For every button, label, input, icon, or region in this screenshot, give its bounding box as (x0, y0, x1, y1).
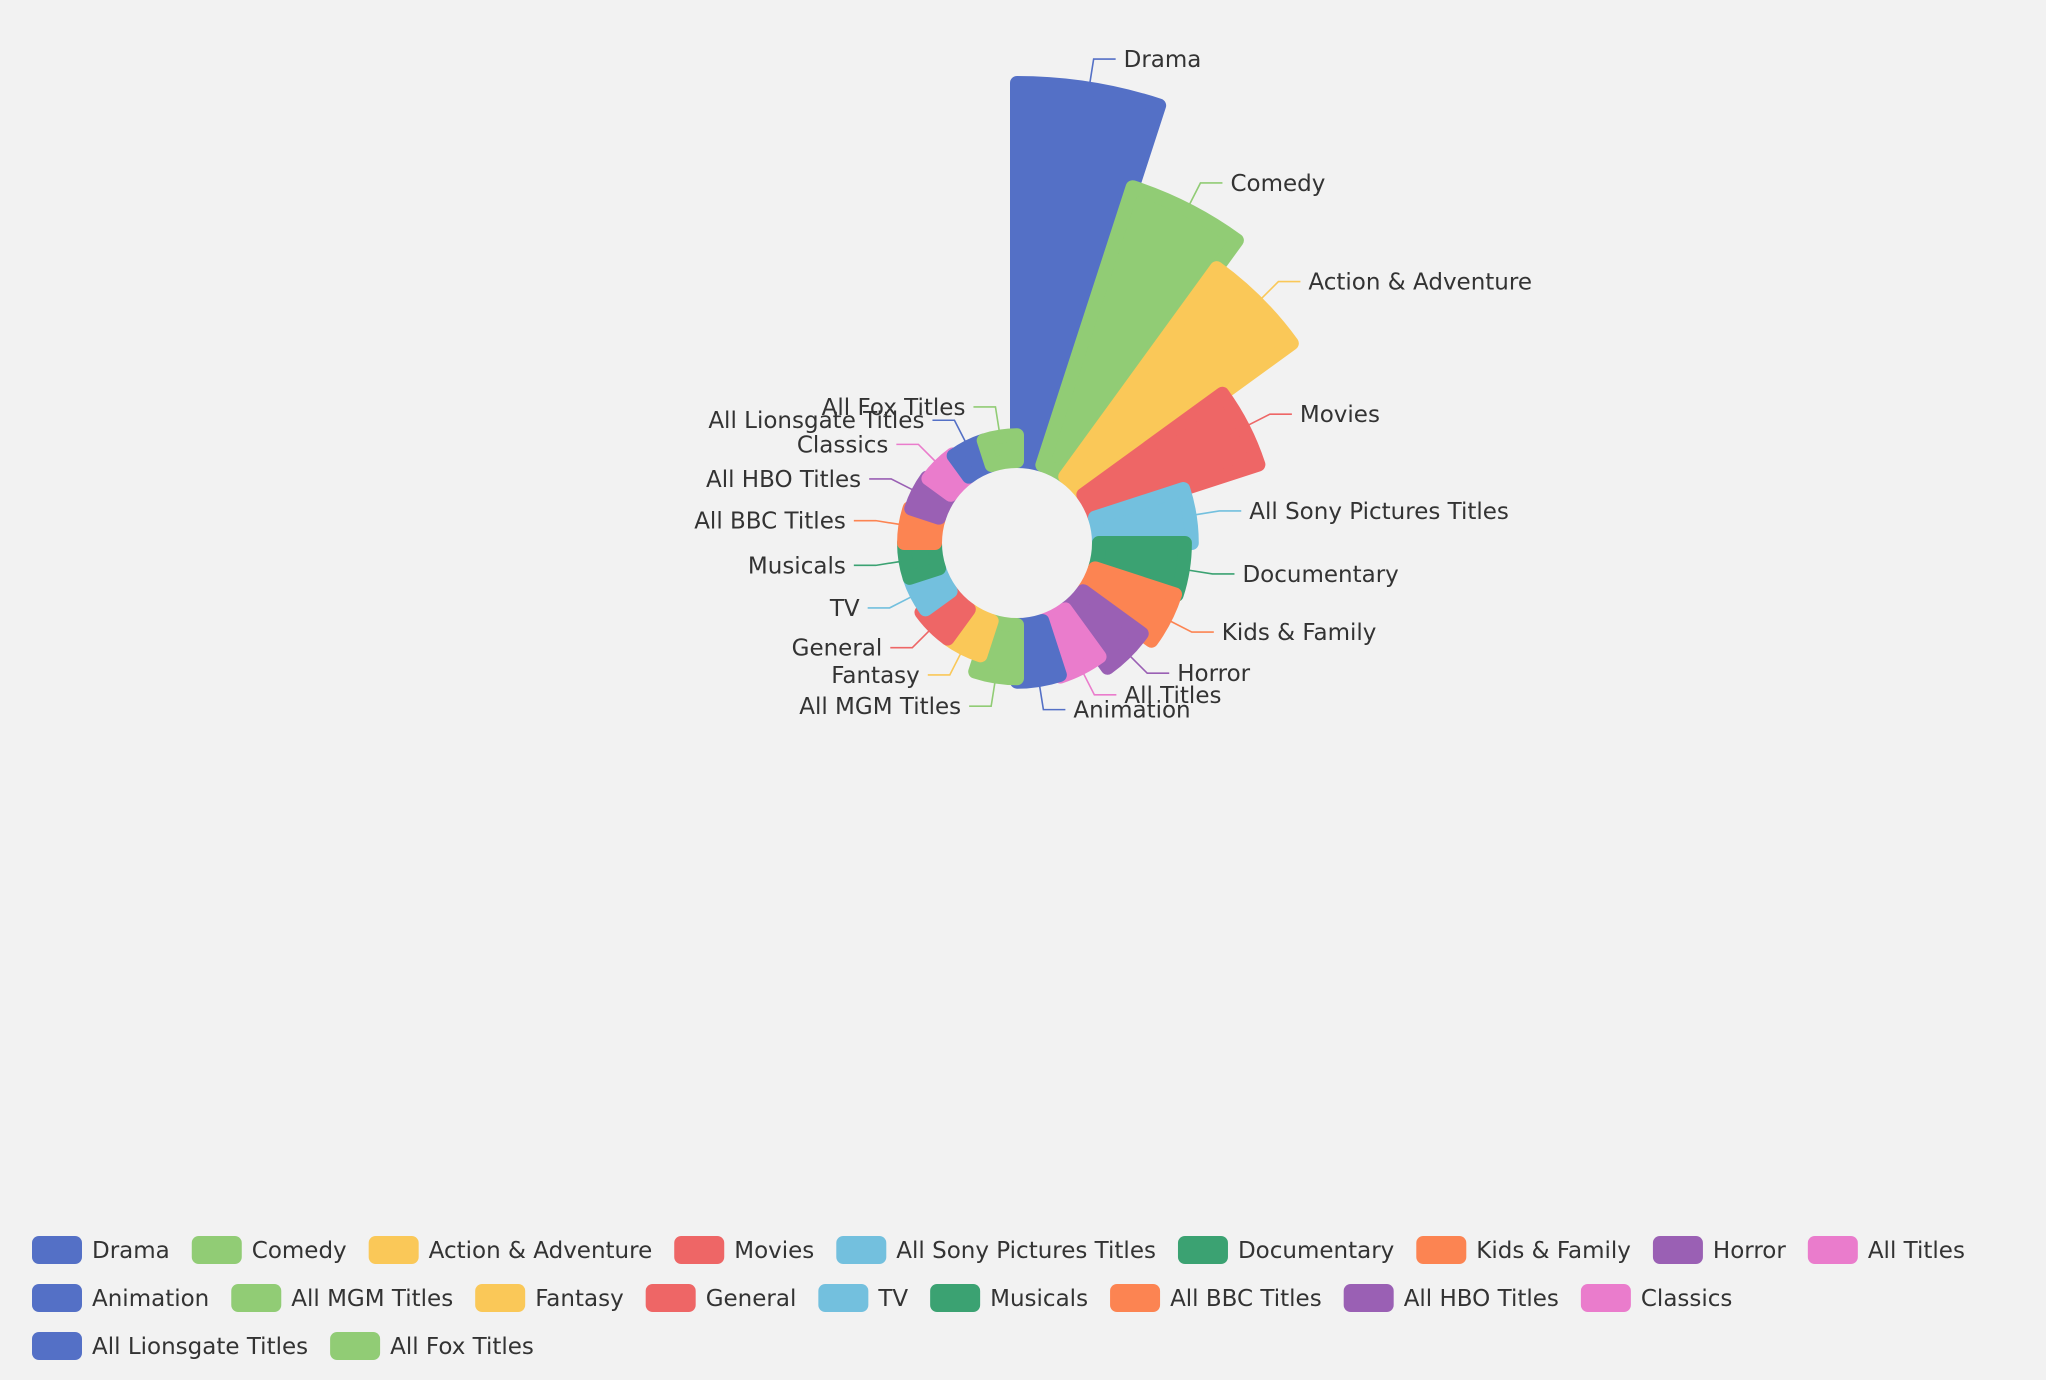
leader-line-all-hbo-titles (869, 478, 915, 492)
legend-label-classics[interactable]: Classics (1641, 1286, 1733, 1312)
legend-swatch-musicals[interactable] (930, 1284, 981, 1312)
slice-label-all-hbo-titles: All HBO Titles (706, 467, 861, 493)
slice-label-all-fox-titles: All Fox Titles (822, 395, 966, 421)
slice-label-horror: Horror (1177, 661, 1250, 687)
leader-line-classics (896, 443, 938, 464)
leader-line-all-bbc-titles (853, 519, 902, 526)
slice-label-classics: Classics (797, 432, 889, 458)
leader-line-all-sony-pictures-titles (1193, 510, 1242, 516)
leader-line-musicals (853, 560, 902, 567)
leader-line-general (890, 628, 932, 649)
leader-line-all-titles (1081, 671, 1117, 696)
leader-line-animation (1038, 683, 1066, 711)
legend-swatch-drama[interactable] (32, 1236, 82, 1264)
legend-swatch-all-fox-titles[interactable] (330, 1332, 381, 1360)
slice-label-all-titles: All Titles (1124, 683, 1221, 709)
legend-swatch-all-mgm-titles[interactable] (231, 1284, 282, 1312)
legend-label-all-bbc-titles[interactable]: All BBC Titles (1170, 1286, 1322, 1312)
slice-label-animation: Animation (1073, 698, 1190, 724)
legend-label-all-hbo-titles[interactable]: All HBO Titles (1404, 1286, 1559, 1312)
leader-line-kids-family (1168, 619, 1214, 633)
leader-line-movies (1246, 413, 1292, 427)
slice-action-adventure[interactable] (1058, 261, 1299, 502)
legend-swatch-documentary[interactable] (1177, 1236, 1228, 1264)
leader-line-tv (867, 595, 914, 609)
slice-label-all-bbc-titles: All BBC Titles (694, 509, 846, 535)
legend-label-all-titles[interactable]: All Titles (1868, 1238, 1965, 1264)
leader-line-action-adventure (1259, 280, 1301, 301)
slice-label-comedy: Comedy (1230, 171, 1325, 197)
leader-line-comedy (1187, 182, 1223, 207)
slice-all-fox-titles[interactable] (976, 428, 1024, 473)
slice-label-all-lionsgate-titles: All Lionsgate Titles (708, 408, 924, 434)
slice-label-tv: TV (829, 596, 860, 622)
legend-label-all-fox-titles[interactable]: All Fox Titles (390, 1334, 534, 1360)
legend-label-comedy[interactable]: Comedy (252, 1238, 347, 1264)
legend-label-fantasy[interactable]: Fantasy (535, 1286, 624, 1312)
legend-label-general[interactable]: General (706, 1286, 797, 1312)
slices-group (897, 76, 1299, 689)
slice-label-drama: Drama (1124, 47, 1202, 73)
legend-swatch-fantasy[interactable] (475, 1284, 526, 1312)
legend-swatch-all-titles[interactable] (1807, 1236, 1858, 1264)
slice-label-fantasy: Fantasy (831, 663, 920, 689)
leader-line-all-mgm-titles (969, 680, 997, 708)
leader-lines-group (853, 58, 1301, 711)
slice-label-musicals: Musicals (748, 553, 846, 579)
legend-swatch-kids-family[interactable] (1416, 1236, 1467, 1264)
slice-labels-group: Drama Comedy Action & Adventure Movies All S… (694, 47, 1532, 724)
legend-label-all-sony-pictures-titles[interactable]: All Sony Pictures Titles (896, 1238, 1156, 1264)
leader-line-drama (1088, 58, 1116, 85)
legend-label-all-mgm-titles[interactable]: All MGM Titles (291, 1286, 453, 1312)
legend-label-horror[interactable]: Horror (1713, 1238, 1786, 1264)
slice-comedy[interactable] (1035, 180, 1244, 484)
legend-swatch-horror[interactable] (1652, 1236, 1703, 1264)
legend-label-drama[interactable]: Drama (92, 1238, 170, 1264)
legend-swatch-classics[interactable] (1580, 1284, 1631, 1312)
slice-label-all-mgm-titles: All MGM Titles (799, 694, 961, 720)
slice-movies[interactable] (1076, 386, 1266, 525)
legend-label-documentary[interactable]: Documentary (1238, 1238, 1394, 1264)
leader-line-fantasy (927, 651, 963, 676)
slice-label-movies: Movies (1300, 402, 1380, 428)
leader-line-all-fox-titles (973, 406, 1001, 433)
legend-swatch-all-hbo-titles[interactable] (1343, 1284, 1394, 1312)
legend: Drama Comedy Action & Adventure Movies All S… (32, 1236, 1965, 1360)
legend-swatch-animation[interactable] (32, 1284, 82, 1312)
legend-label-all-lionsgate-titles[interactable]: All Lionsgate Titles (92, 1334, 308, 1360)
legend-swatch-tv[interactable] (818, 1284, 869, 1312)
legend-swatch-action-adventure[interactable] (368, 1236, 419, 1264)
legend-swatch-comedy[interactable] (191, 1236, 242, 1264)
legend-label-tv[interactable]: TV (877, 1286, 908, 1312)
leader-line-documentary (1186, 569, 1235, 575)
legend-label-kids-family[interactable]: Kids & Family (1476, 1238, 1631, 1264)
legend-swatch-all-bbc-titles[interactable] (1110, 1284, 1161, 1312)
leader-line-horror (1128, 654, 1170, 675)
slice-drama[interactable] (1010, 76, 1167, 473)
leader-line-all-lionsgate-titles (932, 419, 967, 444)
slice-label-kids-family: Kids & Family (1222, 620, 1377, 646)
slice-label-documentary: Documentary (1242, 562, 1398, 588)
legend-swatch-movies[interactable] (674, 1236, 725, 1264)
legend-label-movies[interactable]: Movies (734, 1238, 814, 1264)
slice-label-all-sony-pictures-titles: All Sony Pictures Titles (1249, 499, 1509, 525)
legend-swatch-all-lionsgate-titles[interactable] (32, 1332, 82, 1360)
legend-swatch-all-sony-pictures-titles[interactable] (836, 1236, 887, 1264)
legend-label-musicals[interactable]: Musicals (990, 1286, 1088, 1312)
slice-label-action-adventure: Action & Adventure (1308, 270, 1532, 296)
slice-label-general: General (792, 636, 883, 662)
legend-label-animation[interactable]: Animation (92, 1286, 209, 1312)
legend-swatch-general[interactable] (645, 1284, 696, 1312)
legend-label-action-adventure[interactable]: Action & Adventure (429, 1238, 653, 1264)
